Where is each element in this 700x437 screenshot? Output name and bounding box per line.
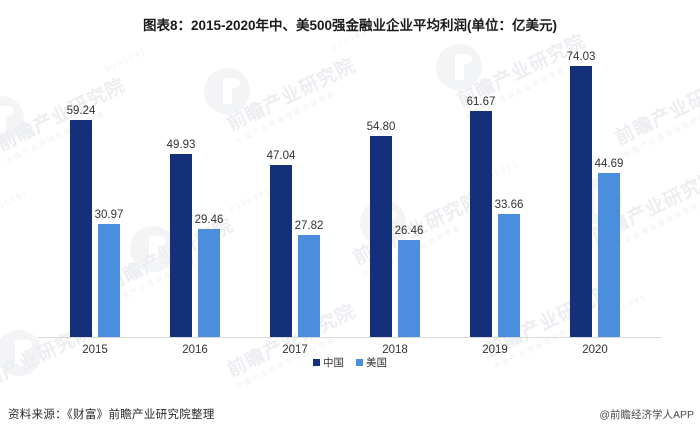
bar-group-2017: 47.04 27.82 2017 [267,44,324,356]
legend-swatch-usa [356,359,363,366]
bar-usa-2017[interactable]: 27.82 [295,220,323,337]
chart-legend: 中国 美国 [0,355,700,370]
bar-value-label: 59.24 [66,105,96,117]
legend-swatch-china [313,359,320,366]
x-tick-label-2017: 2017 [282,344,308,356]
x-axis-line [38,337,662,338]
bar-group-2016: 49.93 29.46 2016 [167,44,224,356]
source-note: 资料来源：《财富》前瞻产业研究院整理 [8,409,215,421]
legend-label-china: 中国 [323,357,344,369]
bar-usa-2020[interactable]: 44.69 [595,158,623,337]
watermark-logo-icon [0,96,24,142]
bar-value-label: 49.93 [166,139,196,151]
bar-value-label: 30.97 [94,209,124,221]
legend-item-china[interactable]: 中国 [313,355,344,370]
x-tick-label-2020: 2020 [582,344,608,356]
bar-group-2015: 59.24 30.97 2015 [67,44,124,356]
app-tag: @前瞻经济学人APP [599,409,694,421]
bar-value-label: 27.82 [294,220,324,232]
bar-value-label: 26.46 [394,225,424,237]
x-tick-label-2015: 2015 [82,344,108,356]
plot-area: 59.24 30.97 2015 49.93 29.46 2016 47.04 27.82 20… [38,44,662,356]
bar-china-2020[interactable]: 74.03 [567,51,595,337]
chart-title: 图表8：2015-2020年中、美500强金融业企业平均利润(单位：亿美元) [142,18,558,33]
bar-group-2019: 61.67 33.66 2019 [467,44,524,356]
bar-value-label: 44.69 [594,158,624,170]
legend-item-usa[interactable]: 美国 [356,355,387,370]
bar-china-2019[interactable]: 61.67 [467,96,495,337]
bar-value-label: 33.66 [494,199,524,211]
legend-label-usa: 美国 [366,357,387,369]
bar-value-label: 74.03 [566,51,596,63]
x-tick-label-2018: 2018 [382,344,408,356]
bar-usa-2019[interactable]: 33.66 [495,199,523,337]
bar-group-2020: 74.03 44.69 2020 [567,44,624,356]
bar-group-2018: 54.80 26.46 2018 [367,44,424,356]
x-tick-label-2016: 2016 [182,344,208,356]
footer: 资料来源：《财富》前瞻产业研究院整理 @前瞻经济学人APP [0,398,700,437]
bar-china-2016[interactable]: 49.93 [167,139,195,337]
bar-china-2015[interactable]: 59.24 [67,105,95,337]
bar-value-label: 61.67 [466,96,496,108]
watermark-number: 8395991 [0,188,31,217]
bar-usa-2015[interactable]: 30.97 [95,209,123,337]
bar-usa-2018[interactable]: 26.46 [395,225,423,337]
bar-value-label: 29.46 [194,214,224,226]
bar-usa-2016[interactable]: 29.46 [195,214,223,337]
x-tick-label-2019: 2019 [482,344,508,356]
bar-value-label: 54.80 [366,121,396,133]
bar-value-label: 47.04 [266,150,296,162]
bar-china-2017[interactable]: 47.04 [267,150,295,337]
